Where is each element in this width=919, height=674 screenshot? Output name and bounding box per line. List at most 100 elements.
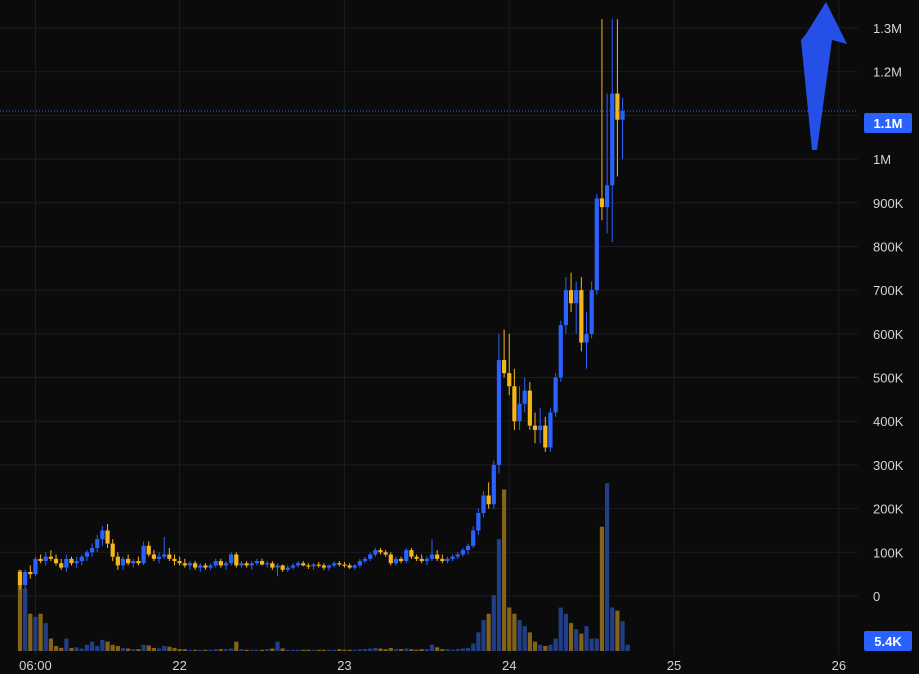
candle [234, 552, 239, 568]
volume-bar [589, 638, 594, 651]
volume-bar [378, 648, 383, 651]
candle [126, 554, 131, 566]
volume-bar [465, 647, 471, 651]
y-tick-label: 500K [873, 371, 904, 386]
candle-body [584, 333, 589, 343]
candle [43, 552, 48, 566]
volume-bar [409, 649, 414, 651]
volume-bar [218, 649, 223, 651]
candle-body [146, 545, 151, 555]
candle [316, 561, 321, 568]
candle-body [203, 565, 208, 568]
candle [79, 554, 84, 566]
volume-bar [419, 649, 424, 651]
candle-body [399, 558, 404, 562]
volume-bar [84, 644, 90, 651]
volume-bar [440, 649, 445, 651]
candle-body [28, 571, 33, 575]
candle [259, 558, 265, 566]
volume-bar [620, 621, 625, 651]
candle-body [213, 561, 218, 566]
candle-body [409, 550, 414, 557]
candle-body [357, 561, 362, 566]
candle-body [270, 563, 275, 568]
y-tick-label: 900K [873, 196, 904, 211]
volume-bar [187, 649, 193, 651]
y-tick-label: 0 [873, 589, 880, 604]
candle [594, 194, 599, 295]
x-tick-label: 22 [172, 658, 186, 673]
candle [465, 543, 471, 555]
candle-body [404, 550, 409, 562]
candle-body [342, 564, 347, 566]
volume-bar [229, 648, 234, 651]
candle [419, 554, 424, 564]
candle [599, 19, 605, 221]
price-axis[interactable]: 1.3M 1.2M 1M 900K 800K 700K 600K 500K 400K 300K 20… [873, 21, 904, 604]
candle [414, 554, 419, 562]
volume-bar [259, 649, 265, 651]
candle-body [48, 556, 53, 559]
volume-bar [615, 610, 620, 651]
candle-body [568, 290, 574, 304]
volume-bar [193, 649, 198, 651]
up-arrow-icon [801, 2, 847, 150]
candle-body [527, 390, 532, 426]
candle [249, 561, 254, 570]
volume-bar [599, 526, 605, 651]
candle [332, 561, 337, 568]
candle [409, 547, 414, 559]
volume-bar [79, 648, 84, 651]
candle-body [254, 561, 259, 564]
candle-body [445, 558, 450, 562]
candle [383, 550, 388, 557]
volume-bar [383, 649, 388, 651]
candle [270, 561, 275, 570]
volume-bar [311, 649, 316, 651]
candle [543, 416, 548, 452]
candle [507, 333, 512, 396]
y-tick-label: 600K [873, 327, 904, 342]
candle [352, 564, 357, 570]
candle [115, 552, 120, 570]
candle [460, 547, 465, 557]
volume-bar [146, 645, 151, 651]
candle [167, 547, 172, 562]
candle [435, 550, 440, 562]
candle [84, 550, 90, 562]
candle [440, 554, 445, 564]
candle [33, 556, 38, 577]
candle [280, 564, 285, 572]
volume-bar [332, 649, 337, 651]
candle-body [563, 290, 568, 326]
volume-bar [594, 638, 599, 651]
candle-body [455, 554, 460, 557]
time-axis[interactable]: 06:00 22 23 24 25 26 [19, 658, 846, 673]
candle [347, 563, 352, 569]
candle [455, 552, 460, 559]
volume-bar [38, 613, 43, 651]
candle [23, 569, 28, 590]
candle [254, 558, 259, 566]
candle [301, 561, 306, 567]
candle [378, 547, 383, 555]
volume-bar [414, 649, 419, 651]
candle-body [383, 552, 388, 555]
candle [172, 554, 177, 566]
candle [105, 523, 110, 548]
candle [218, 558, 223, 568]
volume-bar [156, 648, 162, 651]
candle-body [79, 556, 84, 562]
candle [491, 460, 496, 509]
candle-body [574, 290, 579, 304]
volume-bar [522, 626, 527, 651]
candle-body [373, 550, 378, 555]
volume-bar [17, 570, 23, 651]
candle [326, 564, 332, 571]
candle [579, 277, 584, 352]
candle-body [126, 558, 131, 564]
candle-body [543, 425, 548, 448]
volume-bar [553, 638, 558, 651]
candle-body [162, 554, 167, 557]
